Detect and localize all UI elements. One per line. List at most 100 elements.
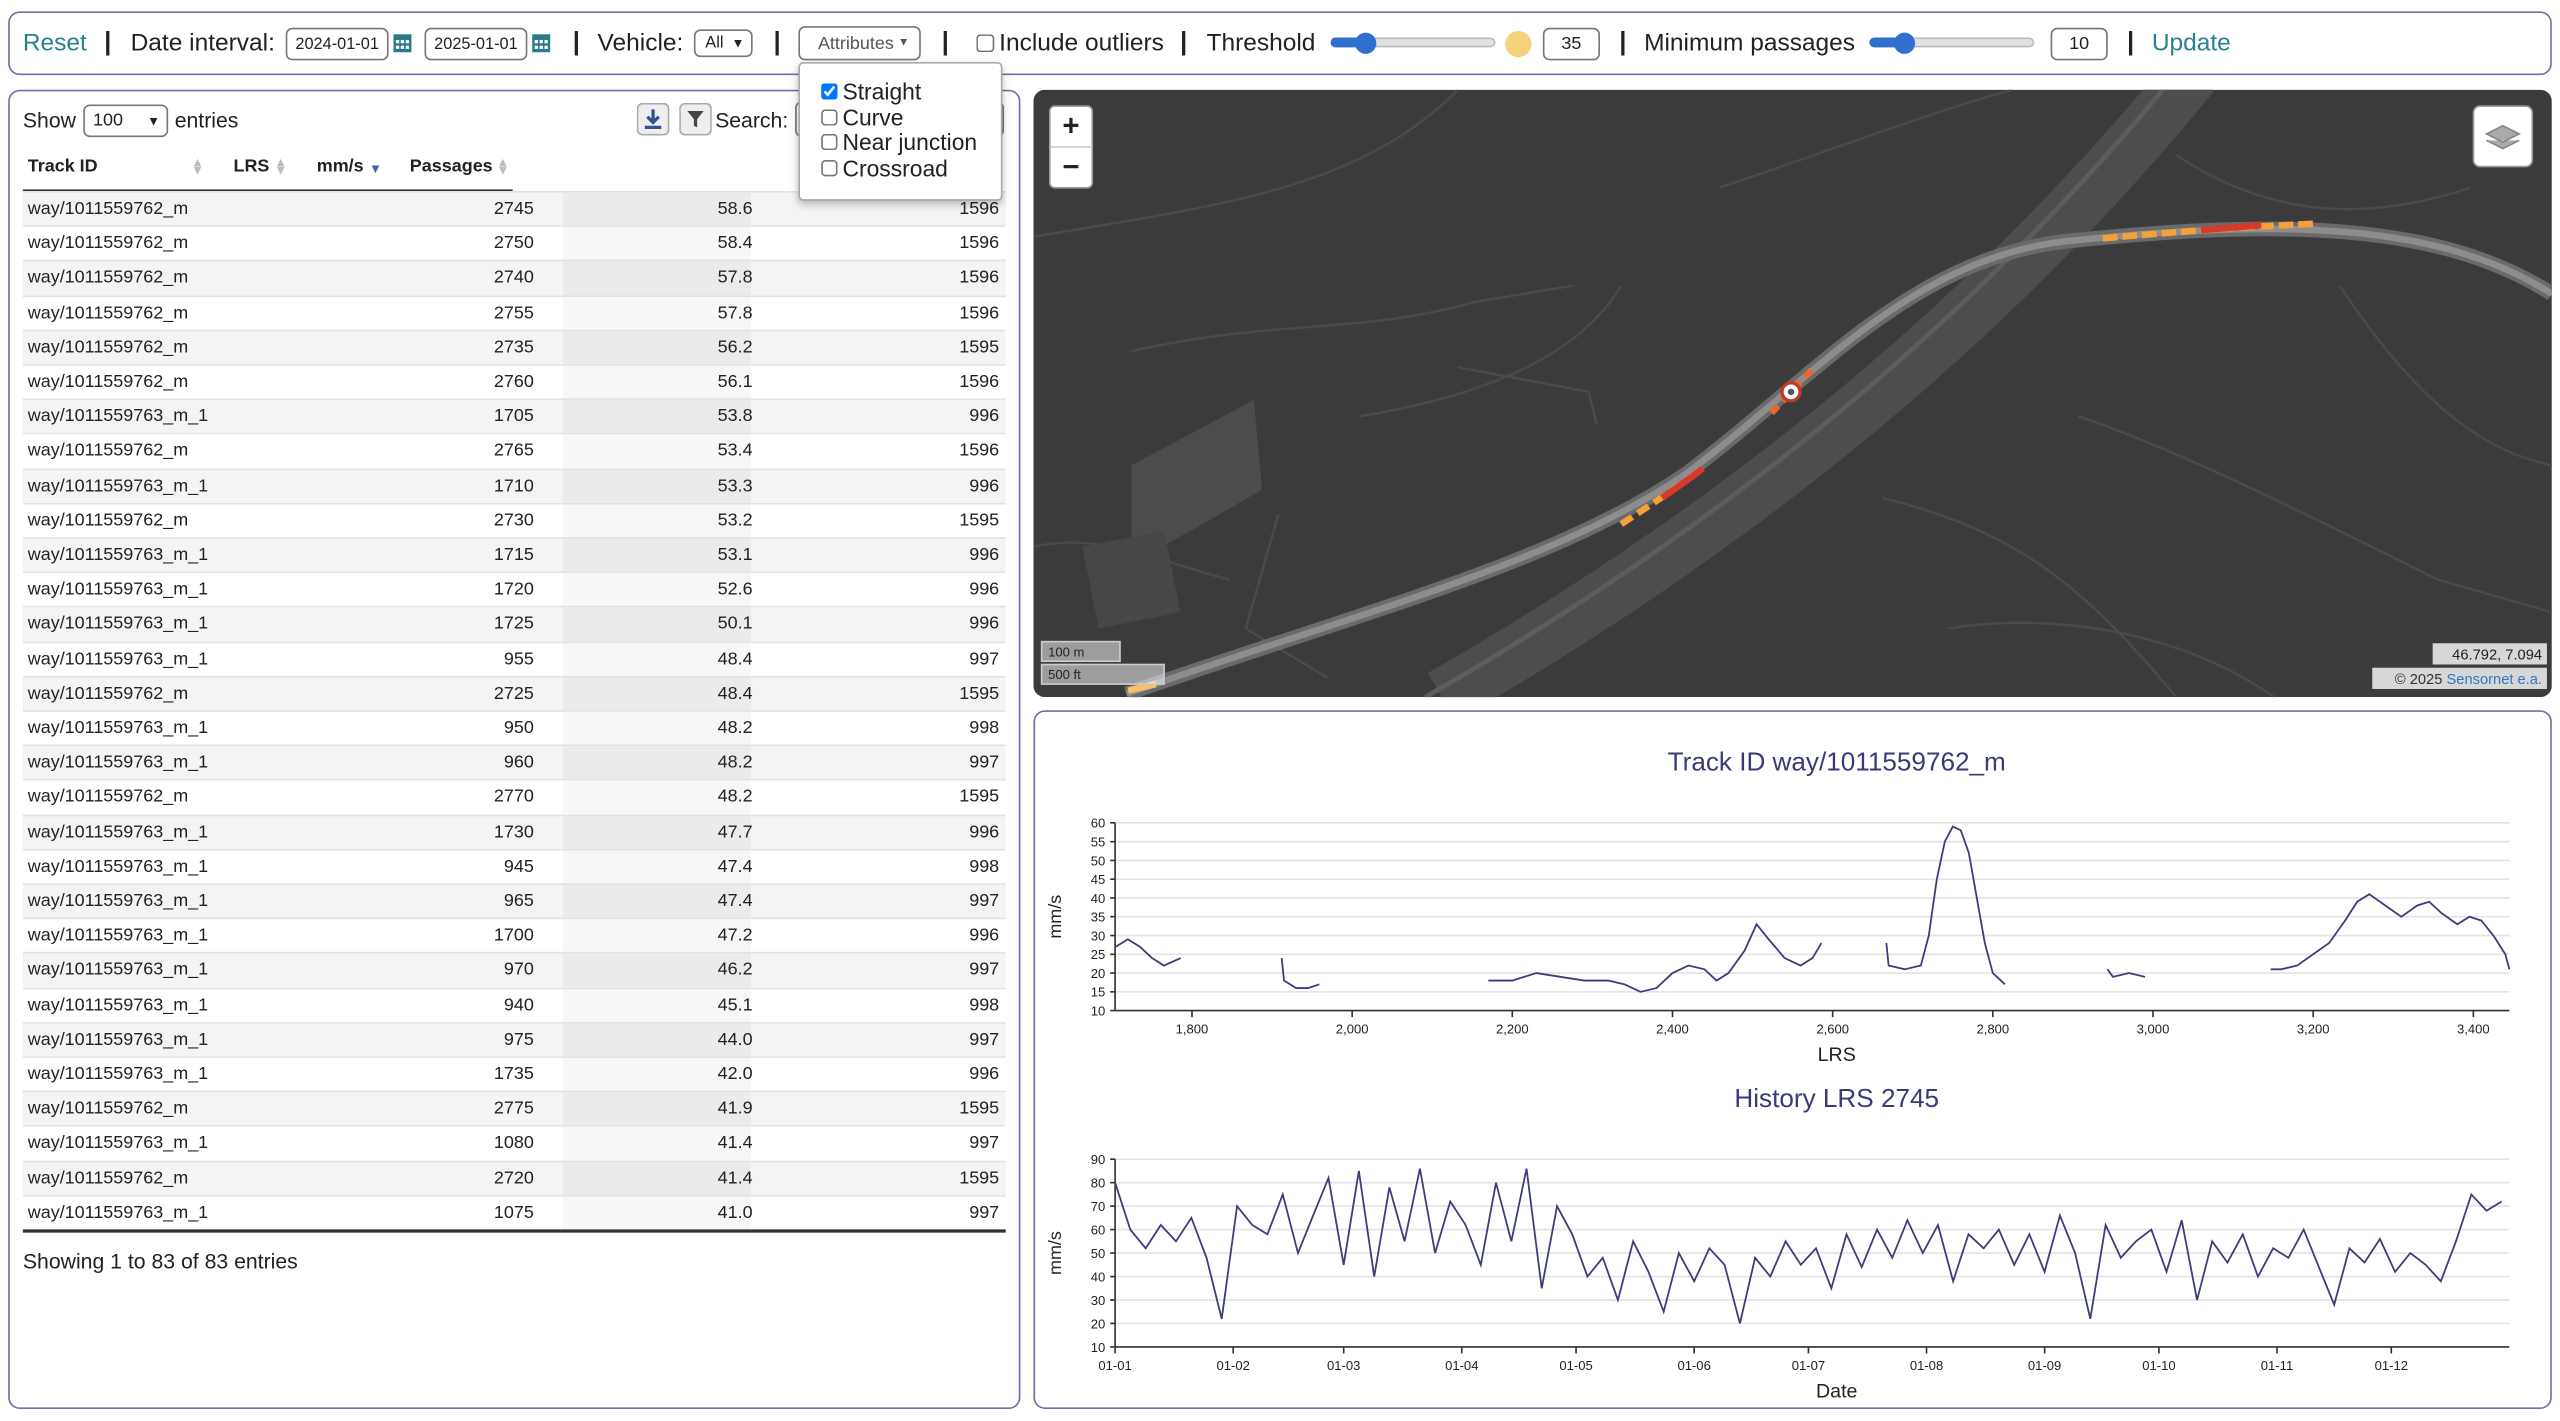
column-header[interactable]: Passages (409, 156, 493, 177)
table-cell: 997 (969, 1029, 1000, 1050)
y-tick-label: 20 (1091, 966, 1106, 981)
speed-segment (1127, 680, 1157, 694)
table-cell: 44.0 (717, 1029, 753, 1050)
table-row: way/1011559762_m 2735 56.2 1595 (22, 329, 1006, 365)
speed-segment (1769, 365, 1817, 416)
scale-metric: 100 m (1048, 644, 1084, 659)
table-cell: 1596 (959, 303, 1000, 323)
column-header[interactable]: mm/s (316, 156, 364, 177)
table-cell: 52.6 (717, 579, 753, 600)
calendar-icon[interactable] (531, 31, 552, 54)
table-cell: 47.4 (717, 891, 753, 912)
slider-knob[interactable] (1893, 32, 1916, 54)
passages-input[interactable]: 10 (2050, 27, 2108, 61)
table-cell: way/1011559763_m_1 (27, 822, 209, 842)
table-cell: 998 (969, 718, 1000, 738)
table-row: way/1011559763_m_1 1735 42.0 996 (22, 1056, 1006, 1092)
map[interactable]: + − 100 m 500 ft 46.792, 7.094 © 2025 Se… (1033, 89, 2552, 698)
table-cell: 48.2 (717, 752, 753, 773)
sorted-column-shade (563, 400, 752, 434)
sorted-column-shade (563, 192, 752, 226)
column-header[interactable]: LRS (233, 156, 270, 177)
table-cell: 940 (503, 995, 534, 1015)
table-cell: 58.6 (717, 199, 753, 219)
sorted-column-shade (563, 538, 752, 572)
column-header[interactable]: Track ID (27, 156, 98, 177)
table-cell: 998 (969, 995, 1000, 1015)
table-cell: 996 (969, 545, 1000, 565)
table-cell: 1730 (493, 822, 534, 842)
zoom-in[interactable]: + (1062, 110, 1079, 143)
y-tick-label: 60 (1091, 1222, 1106, 1237)
table-cell: 1735 (493, 1064, 534, 1085)
slider-knob[interactable] (1355, 32, 1377, 54)
table-cell: 998 (969, 856, 1000, 877)
sorted-column-shade (563, 296, 752, 330)
attribution-link[interactable]: Sensornet e.a. (2446, 672, 2542, 688)
speed-segment (1660, 465, 1705, 501)
attribute-option: Near junction (821, 130, 977, 156)
attributes-button[interactable]: Attributes ▼ (798, 26, 921, 61)
table-cell: 950 (503, 718, 534, 738)
layers-icon (2484, 124, 2522, 150)
attribute-checkbox[interactable] (821, 83, 838, 100)
reset-link[interactable]: Reset (22, 29, 87, 58)
table-cell: 996 (969, 822, 1000, 842)
x-tick-label: 01-05 (1559, 1358, 1592, 1373)
table-row: way/1011559763_m_1 940 45.1 998 (22, 987, 1006, 1022)
slider-fill (1330, 37, 1367, 48)
x-tick-label: 01-11 (2261, 1358, 2293, 1373)
download-button[interactable] (636, 102, 670, 136)
page-size-select[interactable]: 100 ▼ (83, 104, 169, 138)
attribute-checkbox[interactable] (821, 134, 838, 151)
outliers-label: Include outliers (999, 29, 1164, 58)
attribute-option: Straight (821, 78, 921, 104)
table-cell: 53.4 (717, 441, 753, 462)
sorted-column-shade (563, 1057, 752, 1092)
table-cell: 997 (969, 752, 1000, 773)
x-tick-label: 2,600 (1816, 1021, 1849, 1036)
sorted-column-shade (563, 954, 752, 988)
table-row: way/1011559762_m 2765 53.4 1596 (22, 433, 1006, 469)
table-cell: way/1011559763_m_1 (27, 649, 209, 669)
sorted-column-shade (563, 815, 752, 849)
date-from[interactable]: 2024-01-01 (285, 27, 389, 61)
scale-bar (1040, 663, 1165, 685)
zoom-out[interactable]: − (1062, 150, 1079, 183)
table-cell: 41.4 (717, 1168, 753, 1188)
x-tick-label: 2,800 (1977, 1021, 2010, 1036)
date-to[interactable]: 2025-01-01 (424, 27, 528, 61)
attribute-checkbox[interactable] (821, 160, 838, 177)
x-tick-label: 01-08 (1910, 1358, 1943, 1373)
date-label: Date interval: (130, 29, 275, 58)
update-link[interactable]: Update (2151, 29, 2231, 58)
y-tick-label: 45 (1091, 872, 1106, 887)
y-tick-label: 80 (1091, 1176, 1106, 1191)
table-row: way/1011559763_m_1 1075 41.0 997 (22, 1194, 1006, 1230)
table-cell: 41.9 (717, 1099, 753, 1119)
vehicle-label: Vehicle: (597, 29, 684, 58)
table-row: way/1011559763_m_1 1700 47.2 996 (22, 917, 1006, 953)
y-tick-label: 40 (1091, 891, 1106, 906)
filter-button[interactable] (679, 102, 712, 136)
sorted-column-shade (563, 331, 752, 365)
y-tick-label: 35 (1091, 910, 1106, 925)
x-tick-label: 01-07 (1792, 1358, 1825, 1373)
sorted-column-shade (563, 1023, 752, 1057)
table-cell: way/1011559763_m_1 (27, 856, 209, 877)
y-tick-label: 90 (1091, 1152, 1106, 1167)
table-cell: 955 (503, 649, 534, 669)
threshold-input[interactable]: 35 (1542, 27, 1600, 61)
sorted-column-shade (563, 642, 752, 676)
attribute-checkbox[interactable] (821, 108, 838, 126)
calendar-icon[interactable] (392, 31, 413, 54)
vehicle-select[interactable]: All ▼ (693, 29, 753, 58)
table-row: way/1011559762_m 2770 48.2 1595 (22, 779, 1006, 815)
y-tick-label: 55 (1091, 835, 1106, 850)
outliers-checkbox[interactable] (976, 34, 995, 53)
y-tick-label: 50 (1091, 1246, 1106, 1261)
table-cell: 965 (503, 891, 534, 912)
sorted-column-shade (563, 711, 752, 745)
y-tick-label: 20 (1091, 1316, 1106, 1331)
table-cell: 996 (969, 1064, 1000, 1085)
